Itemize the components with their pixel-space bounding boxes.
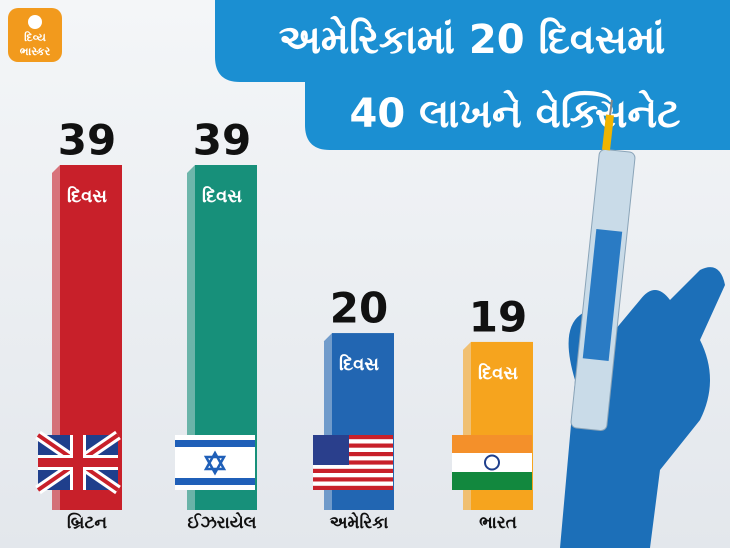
value-label: 20 (330, 284, 388, 333)
value-label: 39 (193, 116, 251, 165)
category-label: બ્રિટન (67, 512, 107, 533)
unit-label: દિવસ (202, 185, 242, 207)
bar-side (52, 165, 60, 510)
value-label: 39 (58, 116, 116, 165)
category-label: અમેરિકા (330, 511, 389, 533)
title-box (215, 0, 730, 150)
logo-sun (28, 15, 42, 29)
unit-label: દિવસ (478, 362, 518, 384)
title-line: 40 લાખને વેક્સિનેટ (350, 90, 681, 137)
flags (35, 430, 532, 495)
logo-text: દિવ્ય (24, 30, 46, 44)
logo (8, 8, 62, 62)
value-label: 19 (469, 292, 527, 341)
unit-label: દિવસ (67, 185, 107, 207)
category-label: ભારત (479, 513, 517, 533)
unit-label: દિવસ (339, 353, 379, 375)
logo-text: ભાસ્કર (20, 45, 51, 58)
syringe-illustration (560, 99, 725, 548)
bar-side (187, 165, 195, 510)
category-label: ઈઝરાયેલ (187, 511, 256, 533)
title-line: અમેરિકામાં 20 દિવસમાં (279, 16, 666, 63)
